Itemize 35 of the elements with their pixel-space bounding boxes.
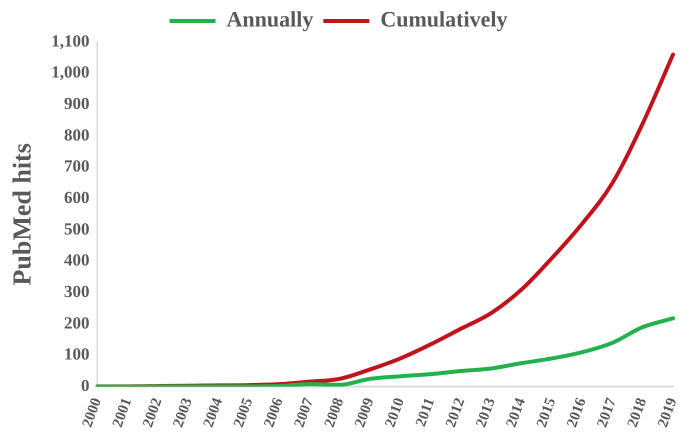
- x-tick-label: 2018: [624, 396, 650, 430]
- y-tick-label: 500: [64, 219, 90, 238]
- x-tick-label: 2016: [564, 395, 590, 430]
- y-tick-label: 0: [80, 376, 90, 396]
- y-tick-label: 600: [64, 188, 90, 208]
- x-tick-label: 2010: [382, 396, 408, 430]
- legend-label: Annually: [226, 6, 314, 32]
- x-tick-label: 2013: [473, 396, 499, 430]
- x-tick-label: 2001: [110, 396, 136, 430]
- y-tick-label: 1,100: [51, 31, 90, 50]
- x-tick-label: 2019: [655, 396, 680, 430]
- y-tick-label: 300: [64, 282, 90, 302]
- y-tick-label: 200: [64, 313, 90, 332]
- x-tick-label: 2006: [261, 395, 287, 430]
- x-tick-label: 2012: [443, 396, 468, 430]
- x-tick-label: 2005: [231, 396, 256, 430]
- x-tick-label: 2011: [413, 396, 438, 429]
- x-tick-label: 2004: [200, 395, 226, 430]
- x-tick-label: 2000: [80, 396, 105, 430]
- y-axis-title: PubMed hits: [7, 143, 36, 286]
- x-tick-label: 2008: [322, 396, 348, 430]
- legend-label: Cumulatively: [380, 6, 508, 32]
- x-tick-label: 2017: [594, 395, 620, 430]
- y-tick-label: 800: [64, 125, 90, 144]
- y-tick-label: 100: [64, 344, 90, 364]
- x-tick-label: 2014: [504, 395, 530, 430]
- y-tick-label: 400: [64, 250, 90, 270]
- y-tick-label: 700: [64, 156, 90, 176]
- x-tick-label: 2007: [292, 395, 318, 430]
- x-tick-label: 2015: [534, 396, 560, 430]
- x-tick-label: 2002: [140, 396, 166, 430]
- y-tick-label: 900: [64, 94, 90, 114]
- x-tick-label: 2009: [352, 396, 378, 430]
- x-tick-label: 2003: [170, 396, 196, 430]
- y-tick-label: 1,000: [51, 62, 90, 82]
